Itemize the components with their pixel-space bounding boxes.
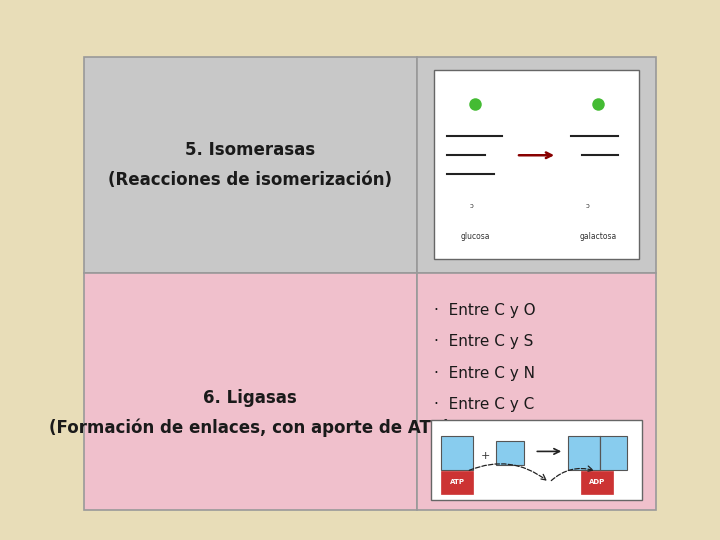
Bar xyxy=(441,471,473,494)
Bar xyxy=(568,436,600,470)
Text: ·  Entre C y S: · Entre C y S xyxy=(434,334,534,349)
Text: 6. Ligasas: 6. Ligasas xyxy=(203,389,297,407)
Text: 5. Isomerasas: 5. Isomerasas xyxy=(185,140,315,159)
Text: galactosa: galactosa xyxy=(580,232,616,241)
Text: (Reacciones de isomerización): (Reacciones de isomerización) xyxy=(108,171,392,189)
Text: +: + xyxy=(481,451,490,461)
Text: ɔ: ɔ xyxy=(469,203,473,210)
Text: ATP: ATP xyxy=(450,480,464,485)
Bar xyxy=(441,436,473,470)
Bar xyxy=(84,57,417,273)
Text: ADP: ADP xyxy=(589,480,605,485)
Text: ɔ: ɔ xyxy=(586,203,590,210)
Text: ·  Entre C y N: · Entre C y N xyxy=(434,366,535,381)
Bar xyxy=(600,436,627,470)
Bar xyxy=(496,441,524,465)
Bar xyxy=(417,57,657,273)
Bar xyxy=(417,273,657,510)
Bar xyxy=(431,420,642,500)
Bar xyxy=(581,471,613,494)
Text: (Formación de enlaces, con aporte de ATP): (Formación de enlaces, con aporte de ATP… xyxy=(49,419,451,437)
Bar xyxy=(434,70,639,259)
Text: ·  Entre C y O: · Entre C y O xyxy=(434,303,536,318)
Bar xyxy=(84,273,417,510)
Text: ·  Entre C y C: · Entre C y C xyxy=(434,397,534,412)
Text: glucosa: glucosa xyxy=(460,232,490,241)
